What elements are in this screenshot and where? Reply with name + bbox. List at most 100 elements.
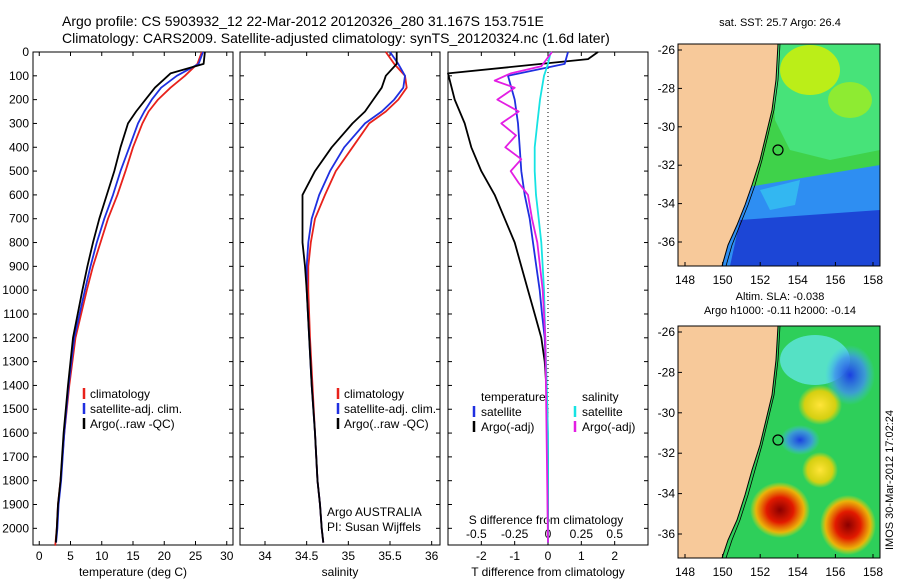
map-x-tick-label: 158 (863, 273, 883, 287)
x-tick-label: 1 (578, 549, 585, 563)
y-tick-label: 1800 (2, 474, 29, 488)
header-line-1: Argo profile: CS 5903932_12 22-Mar-2012 … (62, 13, 544, 29)
x-tick-label: -2 (476, 549, 487, 563)
map-y-tick-label: -26 (658, 43, 676, 57)
x-axis-label: temperature (deg C) (79, 565, 187, 579)
series-line-sal_sat (533, 51, 552, 543)
map-y-tick-label: -30 (658, 406, 676, 420)
map-x-tick-label: 148 (675, 565, 695, 579)
salinity-diff-tick-label: -0.25 (501, 527, 529, 541)
sla-map-title-1: Altim. SLA: -0.038 (736, 291, 825, 303)
x-tick-label: 15 (126, 549, 140, 563)
map-y-tick-label: -26 (658, 325, 676, 339)
pi-label: PI: Susan Wijffels (327, 520, 421, 534)
y-tick-label: 600 (9, 188, 29, 202)
argo-program-label: Argo AUSTRALIA (327, 505, 422, 519)
x-tick-label: -1 (509, 549, 520, 563)
y-tick-label: 1400 (2, 378, 29, 392)
map-y-tick-label: -32 (658, 158, 676, 172)
legend-label: Argo(-adj) (481, 420, 534, 434)
plot-frame (239, 51, 441, 546)
legend-label: Argo(-adj) (582, 420, 635, 434)
sst-argo-location-marker (772, 144, 784, 156)
y-tick-label: 1700 (2, 450, 29, 464)
legend-label: satellite-adj. clim. (344, 402, 436, 416)
legend-label: climatology (344, 387, 404, 401)
sla-map-axes: 148 150 152 154 156 158 -26 -28 -30 -32 -34 -36 (658, 325, 884, 579)
sla-land (678, 326, 779, 558)
map-x-tick-label: 154 (788, 565, 808, 579)
sst-isobath (725, 44, 781, 266)
sla-blue-patch-2 (780, 425, 820, 455)
map-y-tick-label: -34 (658, 487, 676, 501)
legend-label: climatology (90, 387, 150, 401)
sst-cyan-patch (760, 180, 800, 210)
x-tick-label: 10 (95, 549, 109, 563)
y-tick-label: 800 (9, 236, 29, 250)
sla-map: Altim. SLA: -0.038 Argo h1000: -0.11 h20… (658, 291, 884, 579)
imos-timestamp: IMOS 30-Mar-2012 17:02:24 (884, 410, 896, 550)
y-tick-label: 1000 (2, 283, 29, 297)
map-y-tick-label: -32 (658, 446, 676, 460)
header-line-2: Climatology: CARS2009. Satellite-adjuste… (62, 30, 610, 46)
x-tick-label: 35.5 (378, 549, 402, 563)
plot-frame (32, 51, 234, 546)
map-y-tick-label: -34 (658, 197, 676, 211)
map-x-tick-label: 150 (713, 565, 733, 579)
x-tick-label: 20 (158, 549, 172, 563)
sst-warm-patch (780, 45, 840, 95)
x-axis-label: salinity (322, 565, 359, 579)
sst-dark-blue-region (730, 210, 880, 266)
sst-map-axes: 148 150 152 154 156 158 -26 -28 -30 -32 -34 -36 (658, 43, 884, 287)
legend-heading: temperature (481, 390, 546, 404)
salinity-diff-tick-label: 0.5 (606, 527, 623, 541)
map-y-tick-label: -36 (658, 235, 676, 249)
x-tick-label: 5 (67, 549, 74, 563)
map-y-tick-label: -36 (658, 527, 676, 541)
y-tick-label: 400 (9, 140, 29, 154)
x-tick-label: 34 (258, 549, 272, 563)
sst-map: sat. SST: 25.7 Argo: 26.4 148 150 152 154 15… (658, 17, 884, 287)
map-x-tick-label: 152 (750, 565, 770, 579)
y-tick-label: 200 (9, 93, 29, 107)
sla-isobath (725, 326, 781, 558)
legend-label: satellite (481, 405, 522, 419)
y-tick-label: 1600 (2, 426, 29, 440)
legend-label: satellite (582, 405, 623, 419)
y-tick-label: 900 (9, 259, 29, 273)
sla-map-frame (677, 325, 881, 559)
difference-panel: -2 -1 0 1 2 T difference from climatology -0.5… (447, 51, 649, 579)
map-x-tick-label: 152 (750, 273, 770, 287)
map-x-tick-label: 158 (863, 565, 883, 579)
x-tick-label: 34.5 (295, 549, 319, 563)
x-tick-label: 35 (342, 549, 356, 563)
sst-map-title: sat. SST: 25.7 Argo: 26.4 (719, 17, 841, 29)
series-line-argo (301, 52, 398, 543)
legend-label: satellite-adj. clim. (90, 402, 182, 416)
sst-land (678, 44, 779, 266)
sst-warm-patch-2 (828, 82, 872, 118)
map-y-tick-label: -30 (658, 120, 676, 134)
series-line-argo (54, 51, 206, 543)
x-tick-label: 0 (545, 549, 552, 563)
legend-label: Argo(..raw -QC) (344, 417, 429, 431)
salinity-diff-tick-label: 0.25 (570, 527, 594, 541)
map-y-tick-label: -28 (658, 365, 676, 379)
x-tick-label: 30 (220, 549, 234, 563)
sla-red-eddy (750, 482, 810, 538)
sla-map-title-2: Argo h1000: -0.11 h2000: -0.14 (704, 305, 856, 317)
salinity-panel: 34 34.5 35 35.5 36 salinity climatologysatelli… (239, 51, 441, 579)
sla-red-eddy-2 (820, 495, 876, 555)
y-tick-label: 1900 (2, 498, 29, 512)
temperature-panel: 0100200300400500600700800900100011001200… (2, 45, 233, 579)
x-tick-label: 25 (189, 549, 203, 563)
y-tick-label: 500 (9, 164, 29, 178)
y-tick-label: 100 (9, 69, 29, 83)
y-tick-label: 700 (9, 212, 29, 226)
salinity-diff-tick-label: -0.5 (466, 527, 487, 541)
map-x-tick-label: 156 (825, 273, 845, 287)
y-tick-label: 300 (9, 116, 29, 130)
legend-heading: salinity (582, 390, 619, 404)
map-x-tick-label: 156 (825, 565, 845, 579)
y-tick-label: 1200 (2, 331, 29, 345)
